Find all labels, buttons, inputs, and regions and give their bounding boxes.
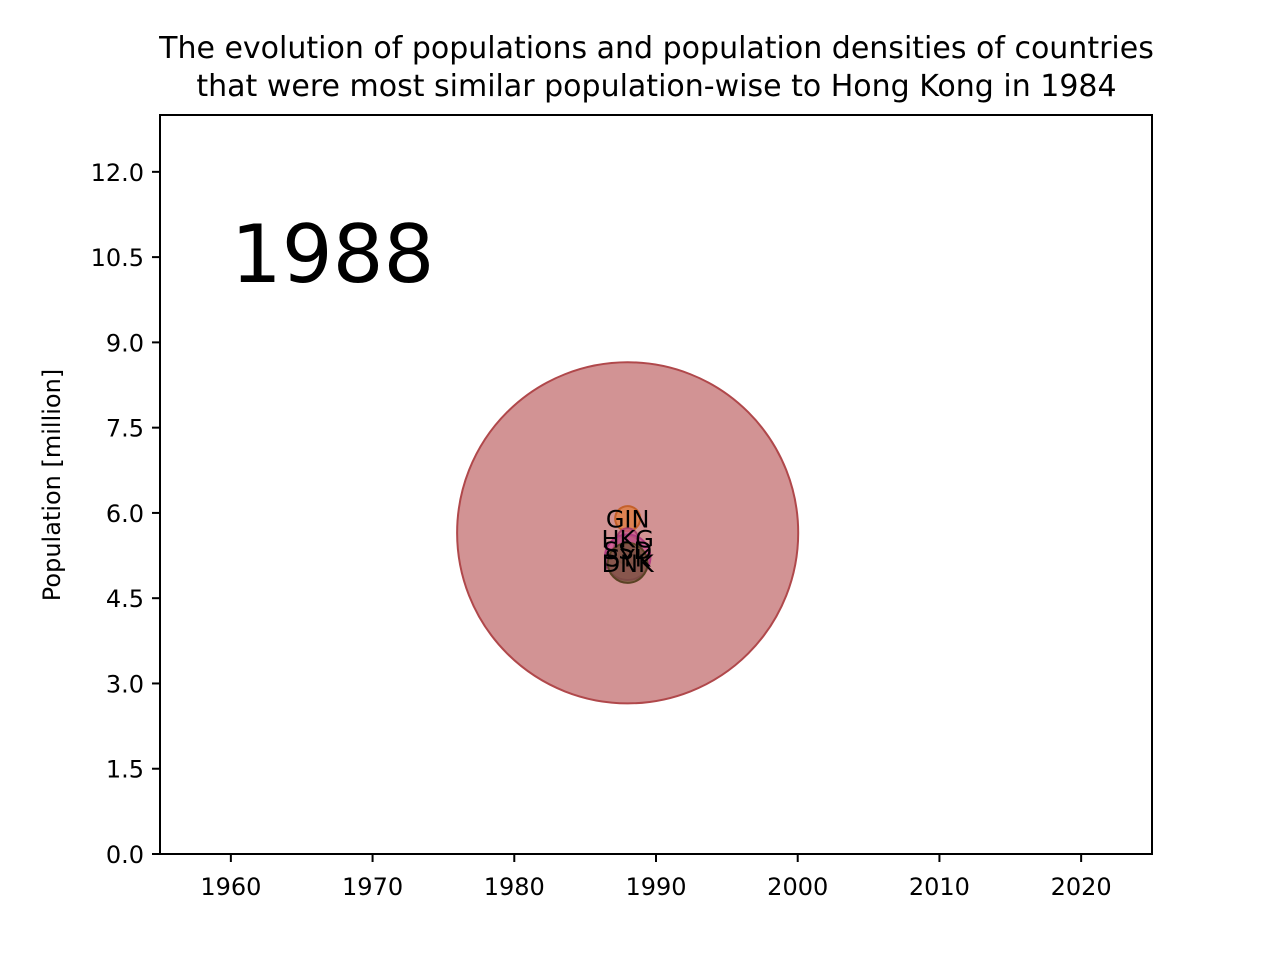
x-tick-label-2000: 2000 [767,873,828,901]
point-label-gin: GIN [606,506,650,534]
y-tick-label-7.5: 7.5 [106,415,144,443]
x-tick-label-2010: 2010 [909,873,970,901]
point-label-dnk: DNK [602,550,655,578]
bubble-dnk [606,542,649,584]
point-label-hkg: HKG [601,526,653,554]
x-tick-label-2020: 2020 [1051,873,1112,901]
x-tick-label-1960: 1960 [200,873,261,901]
point-label-syk: SYK [605,544,652,572]
x-tick-label-1990: 1990 [625,873,686,901]
y-tick-label-10.5: 10.5 [91,244,144,272]
y-tick-label-3: 3.0 [106,670,144,698]
y-tick-label-0: 0.0 [106,841,144,869]
y-tick-label-4.5: 4.5 [106,585,144,613]
y-tick-label-9: 9.0 [106,329,144,357]
y-tick-label-6: 6.0 [106,500,144,528]
x-tick-label-1980: 1980 [484,873,545,901]
year-label: 1988 [231,208,435,301]
chart-title-line-1: The evolution of populations and populat… [159,31,1154,66]
chart-title-line-2: that were most similar population-wise t… [196,69,1117,104]
point-label-ssd: SSD [603,537,652,565]
x-tick-label-1970: 1970 [342,873,403,901]
y-tick-label-12: 12.0 [91,159,144,187]
y-tick-label-1.5: 1.5 [106,756,144,784]
